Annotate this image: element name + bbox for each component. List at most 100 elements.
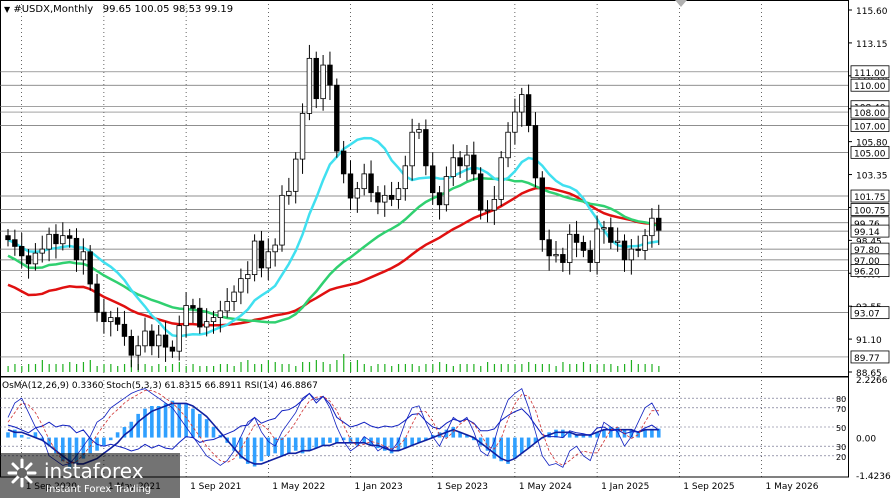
osma-bar <box>506 437 510 464</box>
candle-body <box>32 252 39 265</box>
candle-body <box>539 177 545 241</box>
osma-axis-label: 2.2266 <box>856 376 888 386</box>
osma-bar <box>499 437 503 462</box>
volume-bar <box>14 364 16 372</box>
osma-bar <box>609 427 613 438</box>
candle-body <box>299 113 306 160</box>
volume-bar <box>247 360 249 372</box>
volume-bar <box>28 364 30 372</box>
volume-bar <box>302 362 304 372</box>
candle-body <box>306 57 313 114</box>
candle-body <box>169 346 176 352</box>
dropdown-icon[interactable]: ▼ <box>4 5 11 14</box>
candle-body <box>443 176 450 206</box>
candle-body <box>505 131 511 159</box>
volume-bar <box>466 364 468 372</box>
volume-bar <box>288 364 290 372</box>
volume-bar <box>528 362 530 372</box>
volume-bar <box>281 364 283 372</box>
osma-bar <box>478 437 483 446</box>
volume-bar <box>514 364 516 372</box>
y-tick-label: 115.60 <box>856 7 888 17</box>
osma-bar <box>61 437 65 462</box>
candle-body <box>532 125 539 179</box>
osma-bar <box>526 437 531 449</box>
osma-bar <box>245 437 250 464</box>
candle-body <box>388 194 395 200</box>
price-level-box <box>850 306 890 320</box>
osma-bar <box>465 434 469 438</box>
candle-body <box>395 188 402 200</box>
osma-bar <box>513 437 517 459</box>
volume-bar <box>7 366 9 372</box>
volume-bar <box>233 366 235 372</box>
candle-body <box>573 233 580 243</box>
volume-bar <box>370 366 372 372</box>
volume-bar <box>192 364 194 372</box>
candle-body <box>409 131 415 167</box>
osma-bar <box>519 437 524 454</box>
price-level-label: 101.75 <box>854 193 886 203</box>
volume-bar <box>651 364 653 372</box>
osma-bar <box>136 413 140 438</box>
candle-body <box>628 248 635 261</box>
candle-body <box>498 157 504 200</box>
volume-bar <box>315 360 317 372</box>
volume-bar <box>480 366 482 372</box>
candle-body <box>142 330 148 347</box>
volume-bar <box>425 364 427 372</box>
candle-body <box>368 173 374 194</box>
osma-bar <box>341 437 346 441</box>
osma-bar <box>252 437 257 467</box>
volume-bar <box>41 360 43 372</box>
volume-bar <box>658 366 660 372</box>
volume-bar <box>473 364 475 372</box>
volume-bar <box>69 362 71 372</box>
candle-body <box>340 150 347 175</box>
candle-body <box>347 173 354 199</box>
candle-body <box>553 254 559 257</box>
volume-bar <box>445 364 448 372</box>
ma-slow-line <box>7 186 659 327</box>
volume-bar <box>267 360 269 372</box>
volume-bar <box>391 366 393 372</box>
y-tick-label: 113.15 <box>856 40 888 50</box>
osma-bar <box>629 429 634 438</box>
ma-mid-line <box>7 176 660 324</box>
candle-body <box>25 255 32 265</box>
candle-body <box>108 317 114 323</box>
osma-bar <box>472 437 476 441</box>
candle-body <box>279 194 285 246</box>
volume-bar <box>55 364 57 372</box>
candle-body <box>121 323 128 337</box>
volume-bar <box>329 364 331 372</box>
osma-bar <box>293 437 298 451</box>
candle-body <box>361 173 367 190</box>
price-level-box <box>850 78 890 92</box>
volume-bar <box>82 362 85 372</box>
volume-bar <box>274 362 276 372</box>
osma-bar <box>567 432 572 438</box>
osma-bar <box>13 429 17 438</box>
candle-body <box>436 192 443 206</box>
candle-body <box>382 194 388 203</box>
osma-bar <box>643 429 647 438</box>
indicator-level-label: 50 <box>836 424 846 433</box>
volume-bar <box>493 364 496 372</box>
candle-body <box>128 336 134 356</box>
candle-body <box>272 244 278 253</box>
volume-bar <box>507 364 509 372</box>
volume-bar <box>363 364 365 372</box>
osma-axis-label: 0.00 <box>856 435 876 445</box>
candle-body <box>203 321 210 328</box>
price-level-box <box>850 105 890 119</box>
candle-body <box>313 57 319 100</box>
candle-body <box>135 345 141 356</box>
indicator-level-label: 30 <box>836 443 846 452</box>
volume-bar <box>418 366 420 372</box>
candle-body <box>224 301 230 312</box>
osma-bar <box>33 432 38 438</box>
candle-body <box>183 305 189 327</box>
volume-bar <box>603 364 605 372</box>
